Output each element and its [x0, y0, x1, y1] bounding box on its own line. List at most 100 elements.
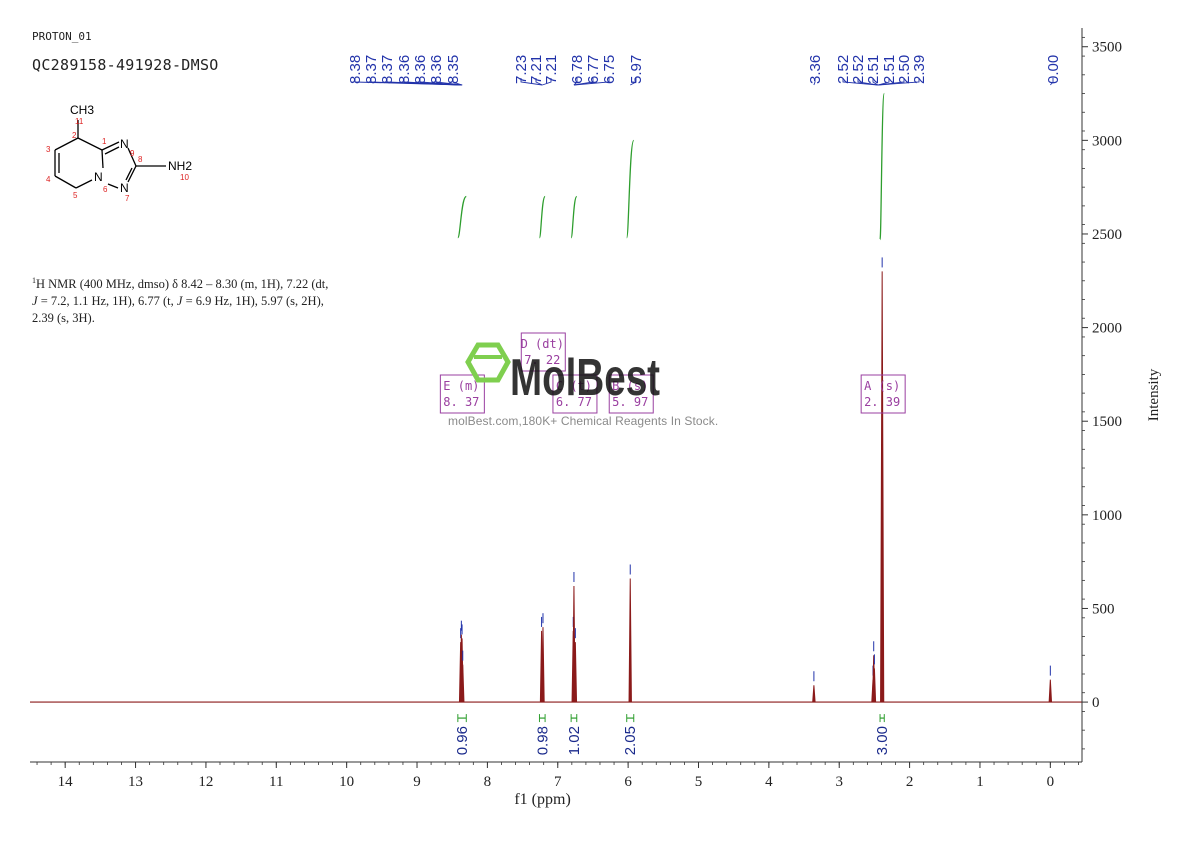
peak-label-connector	[630, 78, 637, 86]
multiplet-letter: D (dt)	[521, 337, 564, 351]
peak-shift-label: 2.51	[865, 55, 882, 84]
multiplet-shift: 6. 77	[556, 395, 592, 409]
multiplet-shift: 8. 37	[443, 395, 479, 409]
peak-shift-label: 8.36	[396, 55, 413, 84]
molbest-brand-text: MolBest	[510, 349, 660, 407]
coupling-symbol-1: J	[32, 294, 38, 309]
peak-label-connector	[520, 78, 543, 86]
peak-label-connector	[573, 78, 594, 86]
x-tick-label: 5	[695, 774, 703, 790]
atom-number-5: 5	[73, 191, 78, 200]
peak-shift-label: 0.00	[1045, 55, 1062, 84]
x-tick-label: 12	[198, 774, 213, 790]
atom-number-4: 4	[46, 175, 51, 184]
multiplet-shift: 2. 39	[864, 395, 900, 409]
peak-shift-label: 5.97	[628, 55, 645, 84]
isotope-superscript: 1	[32, 276, 36, 285]
integral-value: 2.05	[622, 726, 639, 755]
peak-label-connector	[535, 78, 543, 86]
atom-number-11: 11	[75, 117, 84, 126]
peak-label-connector	[813, 78, 816, 86]
peak-shift-label: 8.36	[412, 55, 429, 84]
nh2-label: NH2	[168, 159, 192, 173]
x-tick-label: 8	[484, 774, 492, 790]
x-tick-label: 3	[835, 774, 843, 790]
atom-number-6: 6	[103, 185, 108, 194]
spectrum-peak	[461, 664, 465, 703]
spectrum-peak	[541, 627, 545, 703]
peak-shift-label: 2.50	[896, 55, 913, 84]
peak-label-connector	[857, 78, 878, 86]
x-tick-label: 13	[128, 774, 143, 790]
atom-number-9: 9	[130, 149, 135, 158]
multiplet-shift: 7. 22	[524, 353, 560, 367]
multiplet-letter: B (s)	[612, 379, 648, 393]
molbest-watermark: MolBest	[465, 342, 660, 407]
sample-id: QC289158-491928-DMSO	[32, 56, 219, 74]
multiplet-letter: E (m)	[443, 379, 479, 393]
molecule-structure: CH3 N N N NH2 11 2 1 3 4 5 6 7 8 9 10	[46, 103, 192, 203]
x-tick-label: 4	[765, 774, 773, 790]
multiplet-box: D (dt) 7. 22	[521, 332, 566, 372]
peak-shift-label: 8.37	[363, 55, 380, 84]
integral-curve	[538, 195, 546, 239]
atom-number-8: 8	[138, 155, 143, 164]
peak-shift-label: 6.77	[585, 55, 602, 84]
integral-curve	[457, 195, 467, 239]
multiplet-box: A (s) 2. 39	[860, 374, 906, 414]
description-line-4: 2.39 (s, 3H).	[32, 311, 95, 326]
nmr-description: 1H NMR (400 MHz, dmso) δ 8.42 – 8.30 (m,…	[32, 272, 392, 327]
experiment-name: PROTON_01	[32, 30, 92, 43]
x-tick-label: 2	[906, 774, 914, 790]
peak-shift-label: 6.78	[569, 55, 586, 84]
peak-label-connector	[452, 78, 463, 86]
peak-shift-label: 2.52	[835, 55, 852, 84]
multiplet-box: C (t) 6. 77	[552, 374, 598, 414]
description-line-3: = 6.9 Hz, 1H), 5.97 (s, 2H),	[182, 294, 324, 309]
molbest-tagline: molBest.com,180K+ Chemical Reagents In S…	[448, 414, 719, 428]
atom-number-2: 2	[72, 131, 77, 140]
integral-curve	[879, 92, 885, 241]
x-tick-label: 0	[1047, 774, 1055, 790]
peak-shift-label: 8.37	[379, 55, 396, 84]
peak-shift-label: 8.35	[445, 55, 462, 84]
y-tick-label: 3500	[1092, 40, 1122, 56]
x-tick-label: 6	[624, 774, 632, 790]
n9-label: N	[120, 137, 129, 151]
multiplet-box: B (s) 5. 97	[608, 374, 654, 414]
y-tick-label: 2500	[1092, 227, 1122, 243]
spectrum-peak	[1048, 679, 1053, 703]
atom-number-3: 3	[46, 145, 51, 154]
peak-label-connector	[542, 78, 552, 86]
x-tick-label: 7	[554, 774, 562, 790]
integral-curve	[570, 195, 578, 239]
spectrum-peak	[872, 668, 877, 703]
peak-label-connector	[842, 78, 878, 86]
x-axis-label: f1 (ppm)	[514, 791, 570, 808]
peak-shift-label: 7.21	[543, 55, 560, 84]
peak-shift-label: 7.21	[528, 55, 545, 84]
peak-label-connector	[1049, 78, 1054, 86]
coupling-symbol-2: J	[176, 294, 183, 309]
y-tick-label: 1000	[1092, 508, 1122, 524]
spectrum-peak	[812, 685, 816, 703]
x-tick-label: 10	[339, 774, 354, 790]
atom-number-10: 10	[180, 173, 189, 182]
y-tick-label: 3000	[1092, 133, 1122, 149]
integral-value: 1.02	[566, 726, 583, 755]
peak-shift-label: 8.38	[347, 55, 364, 84]
peak-label-connector	[573, 78, 610, 86]
peak-shift-label: 2.51	[881, 55, 898, 84]
y-tick-label: 1500	[1092, 414, 1122, 430]
atom-number-1: 1	[102, 137, 107, 146]
x-tick-label: 14	[58, 774, 74, 790]
spectrum-peak	[628, 578, 632, 703]
integral-value: 0.96	[454, 726, 471, 755]
peak-shift-label: 6.75	[601, 55, 618, 84]
peak-shift-label: 2.39	[911, 55, 928, 84]
integral-value: 0.98	[534, 726, 551, 755]
peak-label-connector	[419, 78, 463, 86]
peak-shift-label: 8.36	[428, 55, 445, 84]
x-tick-label: 9	[413, 774, 421, 790]
